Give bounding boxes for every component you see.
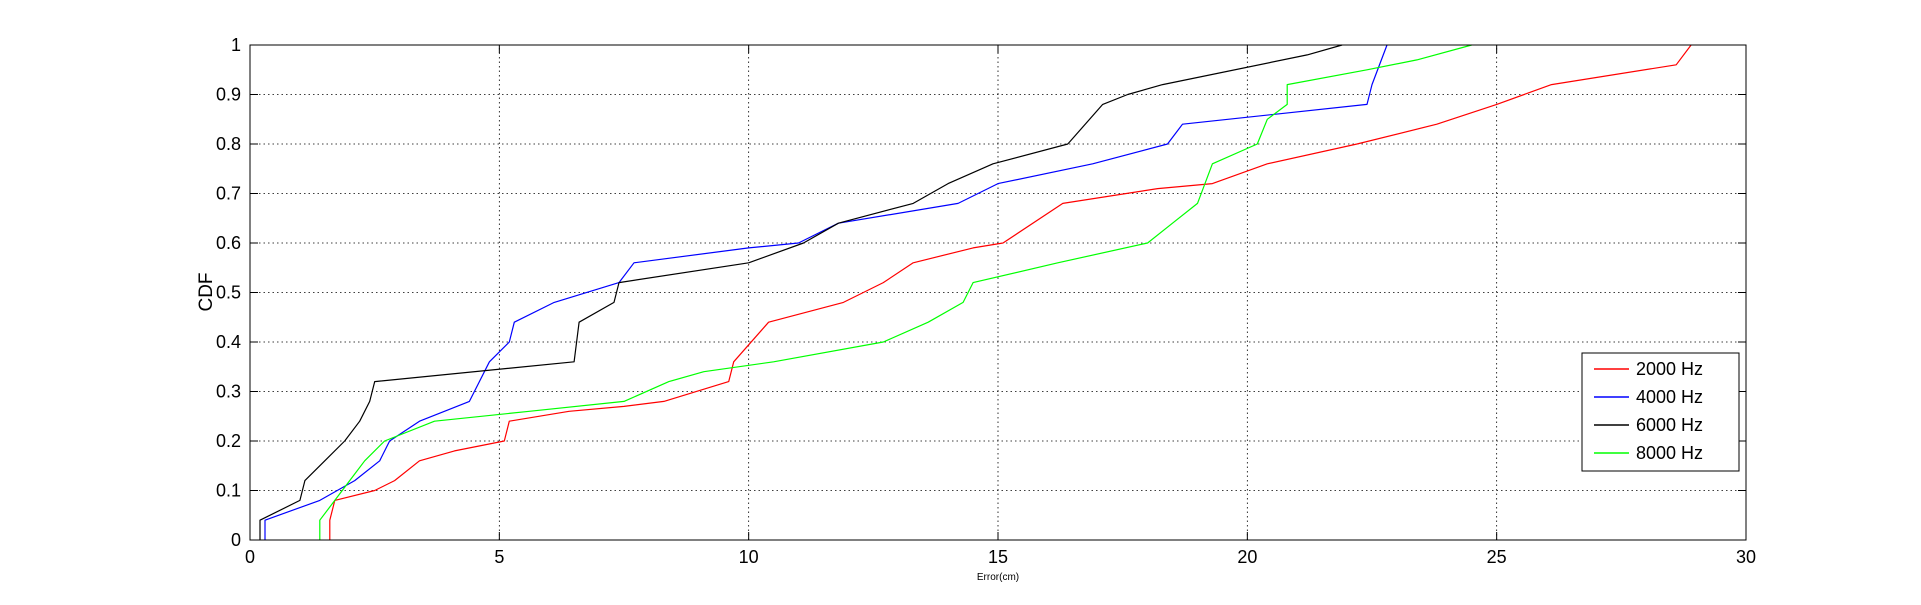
legend-label-8000-hz: 8000 Hz [1636, 443, 1703, 463]
legend: 2000 Hz 4000 Hz 6000 Hz 8000 Hz [1581, 352, 1740, 472]
series-line-2000-hz [329, 44, 1692, 540]
y-tick-label: 0.2 [216, 431, 241, 451]
axis-ticks [249, 44, 1747, 541]
y-tick-label: 0.3 [216, 382, 241, 402]
y-tick-label: 0.9 [216, 85, 241, 105]
y-tick-label: 0.6 [216, 233, 241, 253]
tick-labels: 0 5 10 15 20 25 30 0 0.1 0.2 0.3 0.4 0.5 0.6 0.7 0.8 0.9… [216, 35, 1756, 567]
y-tick-label: 0.4 [216, 332, 241, 352]
y-tick-label: 0.1 [216, 481, 241, 501]
series-line-6000-hz [259, 44, 1343, 540]
y-tick-label: 0 [231, 530, 241, 550]
x-tick-label: 0 [245, 547, 255, 567]
series-line-8000-hz [319, 44, 1472, 540]
legend-label-6000-hz: 6000 Hz [1636, 415, 1703, 435]
x-tick-label: 10 [739, 547, 759, 567]
grid-lines [250, 45, 1746, 540]
y-tick-label: 0.5 [216, 283, 241, 303]
legend-label-4000-hz: 4000 Hz [1636, 387, 1703, 407]
x-axis-label: Error(cm) [977, 572, 1019, 583]
y-tick-label: 0.8 [216, 134, 241, 154]
legend-box [1581, 352, 1740, 472]
y-tick-label: 1 [231, 35, 241, 55]
x-tick-label: 5 [494, 547, 504, 567]
series-layer [259, 44, 1692, 540]
y-axis-label: CDF [196, 272, 217, 311]
x-tick-label: 15 [988, 547, 1008, 567]
x-tick-label: 25 [1487, 547, 1507, 567]
legend-label-2000-hz: 2000 Hz [1636, 359, 1703, 379]
y-tick-label: 0.7 [216, 184, 241, 204]
x-tick-label: 20 [1237, 547, 1257, 567]
x-tick-label: 30 [1736, 547, 1756, 567]
